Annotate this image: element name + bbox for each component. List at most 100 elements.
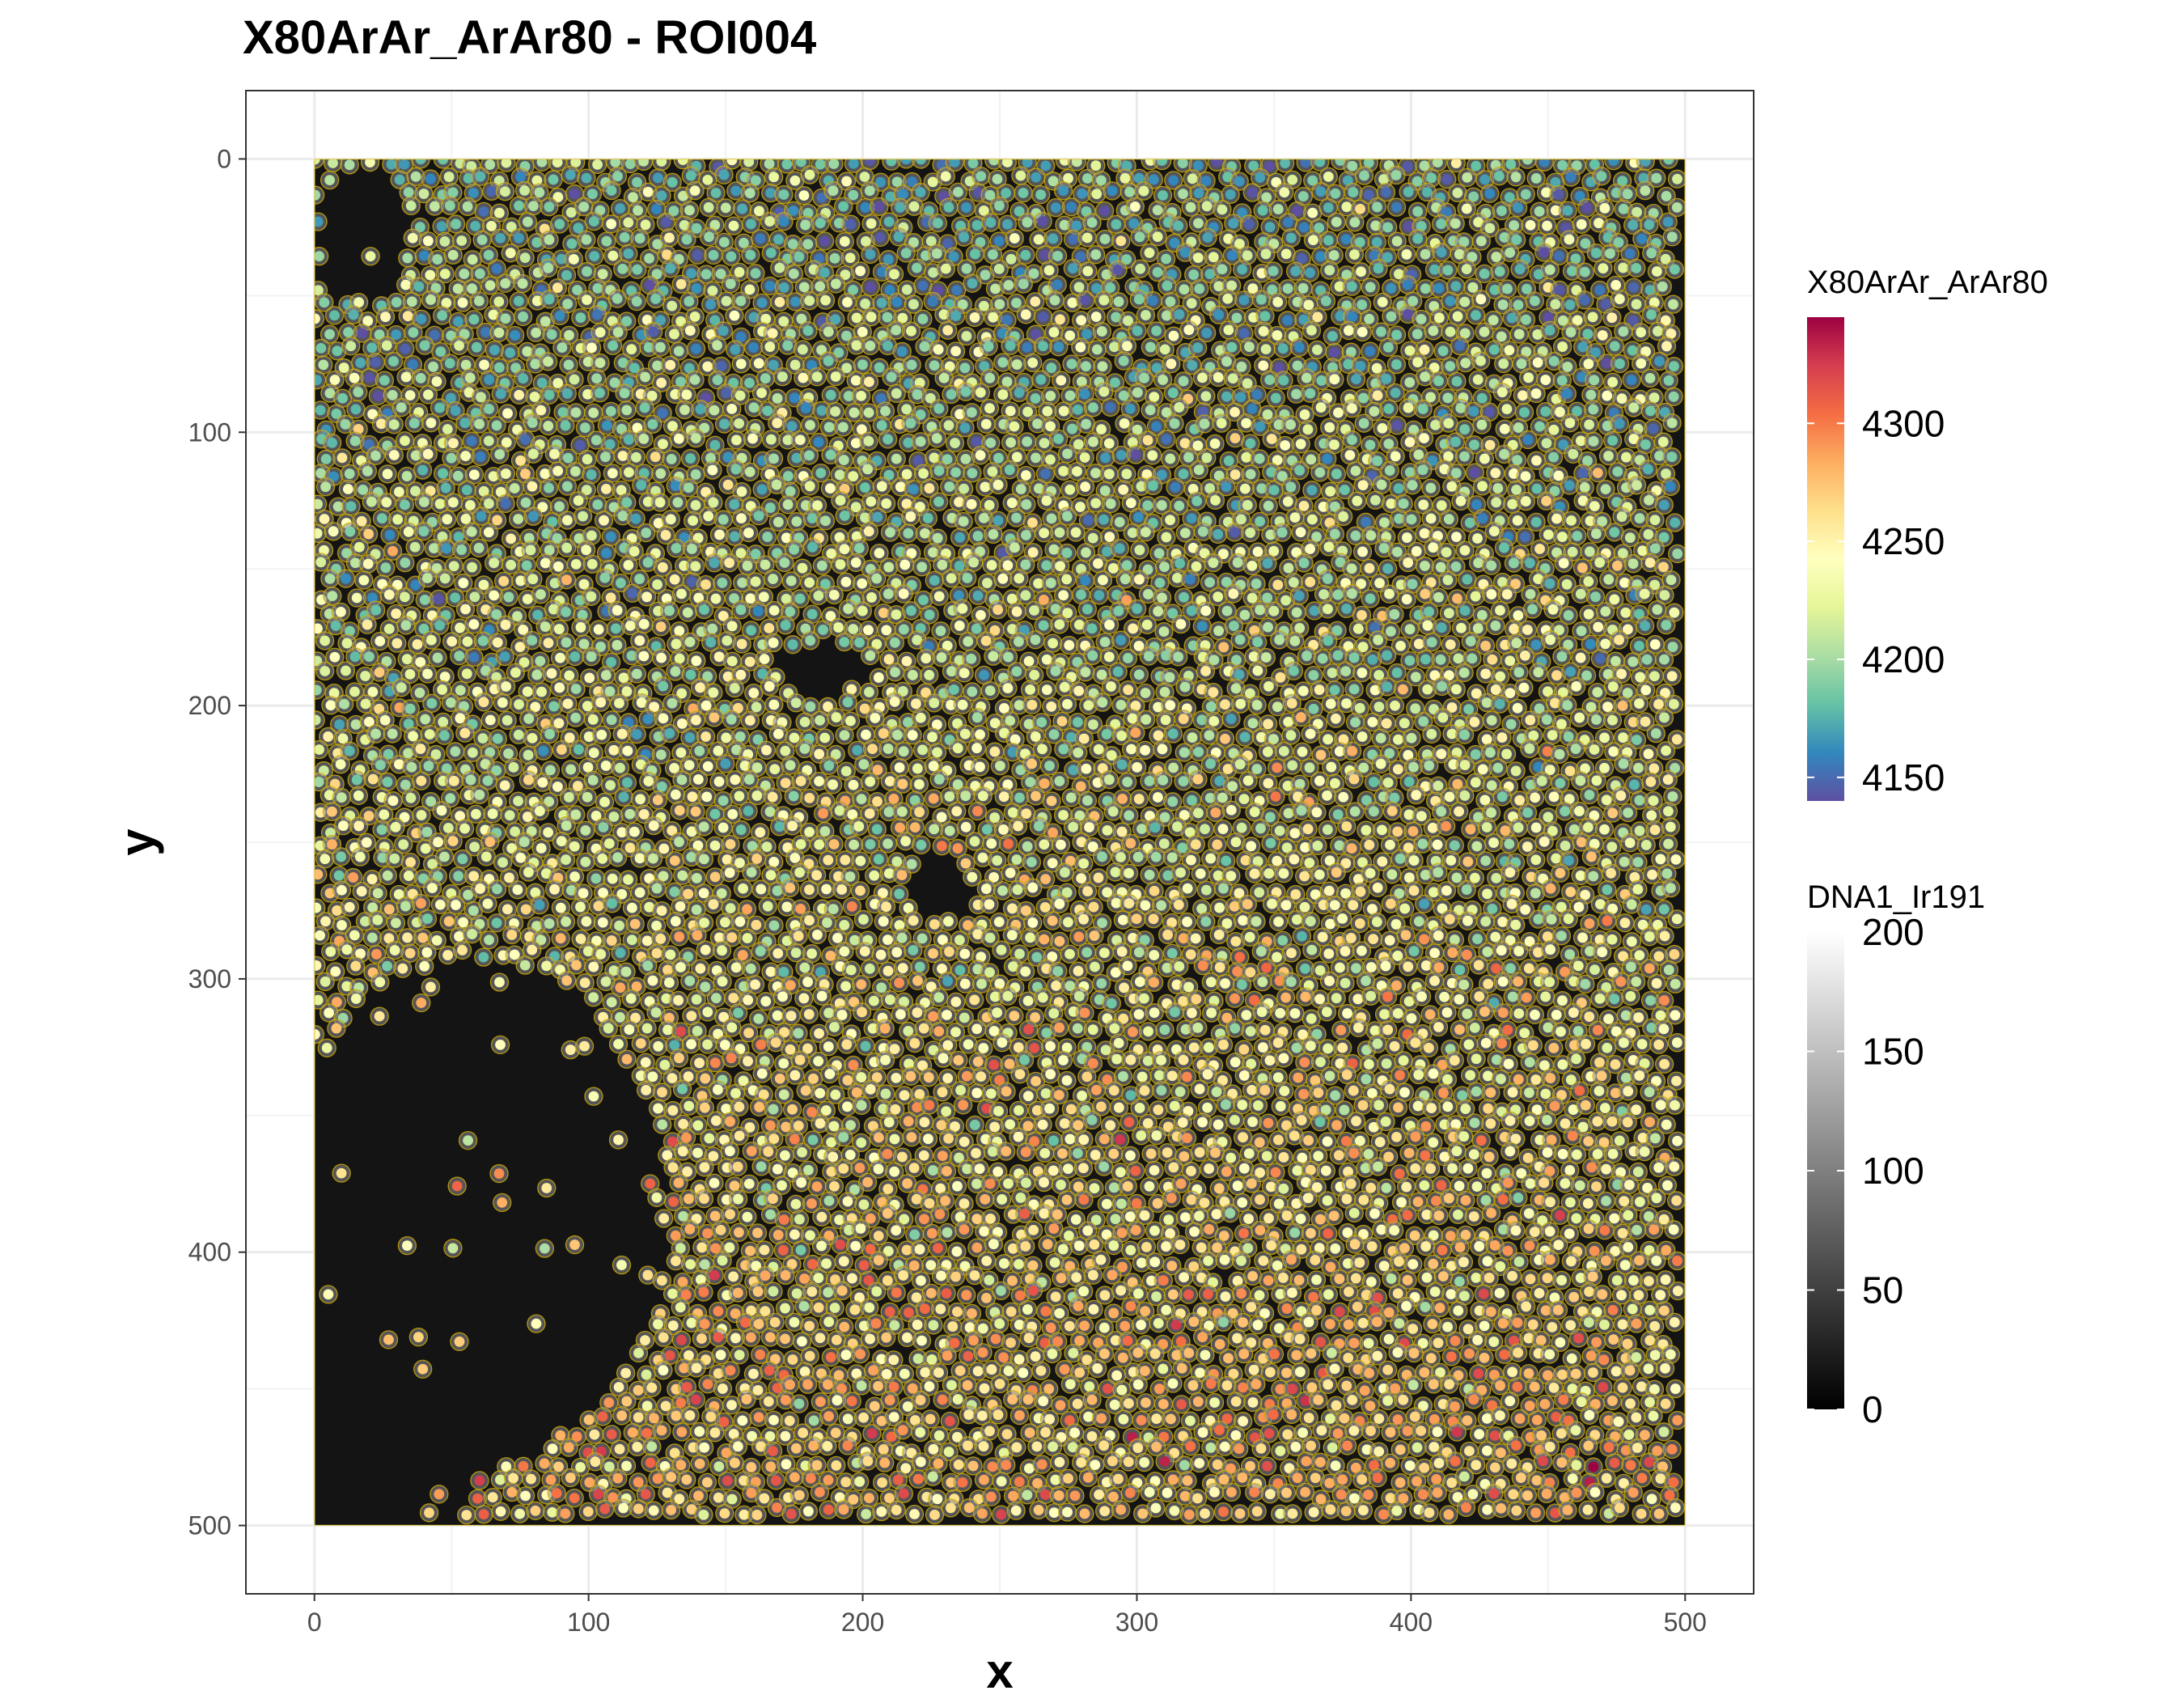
cell-point: [1361, 517, 1371, 527]
cell-point: [1030, 393, 1041, 404]
cell-point: [736, 486, 747, 498]
cell-point: [901, 284, 912, 295]
cell-point: [1594, 557, 1606, 568]
cell-point: [387, 545, 398, 557]
cell-point: [1364, 562, 1375, 574]
cell-point: [621, 405, 633, 416]
cell-point: [379, 375, 390, 386]
cell-point: [1510, 172, 1522, 183]
cell-point: [314, 251, 325, 262]
cell-point: [1297, 191, 1309, 202]
cell-point: [421, 573, 433, 583]
cell-point: [1488, 344, 1500, 355]
cell-point: [435, 346, 447, 358]
cell-point: [1407, 578, 1418, 590]
cell-point: [789, 296, 801, 307]
cell-point: [540, 316, 551, 327]
cell-point: [1638, 172, 1649, 184]
cell-point: [1461, 203, 1472, 214]
cell-point: [1669, 264, 1680, 275]
cell-point: [916, 159, 926, 165]
cell-point: [391, 297, 402, 307]
cell-point: [1082, 265, 1094, 277]
cell-point: [563, 359, 574, 371]
cell-point: [1305, 388, 1316, 399]
cell-point: [1579, 482, 1590, 493]
cell-point: [554, 218, 565, 230]
cell-point: [1147, 450, 1158, 461]
cell-point: [457, 297, 468, 308]
cell-point: [676, 588, 687, 600]
cell-point: [425, 294, 436, 305]
cell-point: [1341, 603, 1352, 614]
cell-point: [597, 269, 608, 280]
cell-point: [1602, 390, 1613, 401]
cell-point: [1099, 485, 1111, 496]
cell-point: [595, 358, 606, 368]
cell-point: [859, 172, 870, 182]
cell-point: [458, 578, 469, 588]
cell-point: [1437, 345, 1449, 357]
cell-point: [1178, 468, 1189, 480]
cell-point: [607, 468, 618, 479]
cell-point: [1005, 405, 1016, 417]
cell-point: [1154, 577, 1166, 588]
cell-point: [500, 468, 511, 479]
cell-point: [905, 417, 916, 429]
cell-point: [569, 374, 580, 385]
cell-point: [345, 341, 357, 352]
cell-point: [864, 159, 875, 166]
cell-point: [1420, 283, 1431, 294]
cell-point: [1658, 561, 1669, 573]
cell-point: [1235, 392, 1246, 403]
cell-point: [656, 159, 667, 167]
cell-point: [634, 635, 645, 646]
cell-point: [642, 186, 654, 197]
cell-point: [859, 482, 870, 494]
cell-point: [891, 324, 902, 336]
cell-point: [1027, 547, 1039, 558]
cell-point: [654, 497, 666, 508]
cell-point: [730, 464, 742, 475]
cell-point: [1323, 604, 1333, 615]
cell-point: [1417, 404, 1428, 414]
cell-point: [1404, 437, 1416, 447]
cell-point: [593, 624, 604, 635]
cell-point: [1038, 311, 1048, 323]
cell-point: [929, 574, 940, 586]
cell-point: [562, 515, 573, 526]
cell-point: [860, 299, 870, 309]
cell-point: [1358, 392, 1369, 404]
cell-point: [1544, 324, 1555, 336]
cell-point: [610, 159, 621, 167]
cell-point: [830, 371, 841, 382]
cell-point: [527, 448, 539, 460]
cell-point: [805, 420, 815, 430]
cell-point: [544, 201, 555, 213]
cell-point: [569, 189, 580, 199]
cell-point: [825, 483, 836, 494]
cell-point: [1104, 532, 1115, 543]
cell-point: [605, 531, 616, 542]
cell-point: [865, 282, 876, 293]
cell-point: [400, 557, 411, 568]
cell-point: [785, 486, 796, 497]
cell-point: [789, 392, 800, 404]
cell-point: [1130, 449, 1141, 460]
cell-point: [781, 159, 793, 170]
cell-point: [1323, 235, 1334, 246]
cell-point: [1420, 561, 1430, 571]
cell-point: [754, 205, 764, 217]
cell-point: [1553, 470, 1564, 481]
cell-point: [612, 327, 624, 338]
cell-point: [1141, 619, 1153, 630]
cell-point: [1631, 299, 1642, 310]
cell-point: [383, 589, 395, 600]
cell-point: [456, 235, 468, 246]
cell-point: [522, 346, 533, 357]
cell-point: [777, 371, 788, 382]
cell-point: [1081, 547, 1091, 558]
cell-point: [402, 252, 413, 264]
cell-point: [1245, 438, 1256, 449]
cell-point: [527, 417, 538, 428]
